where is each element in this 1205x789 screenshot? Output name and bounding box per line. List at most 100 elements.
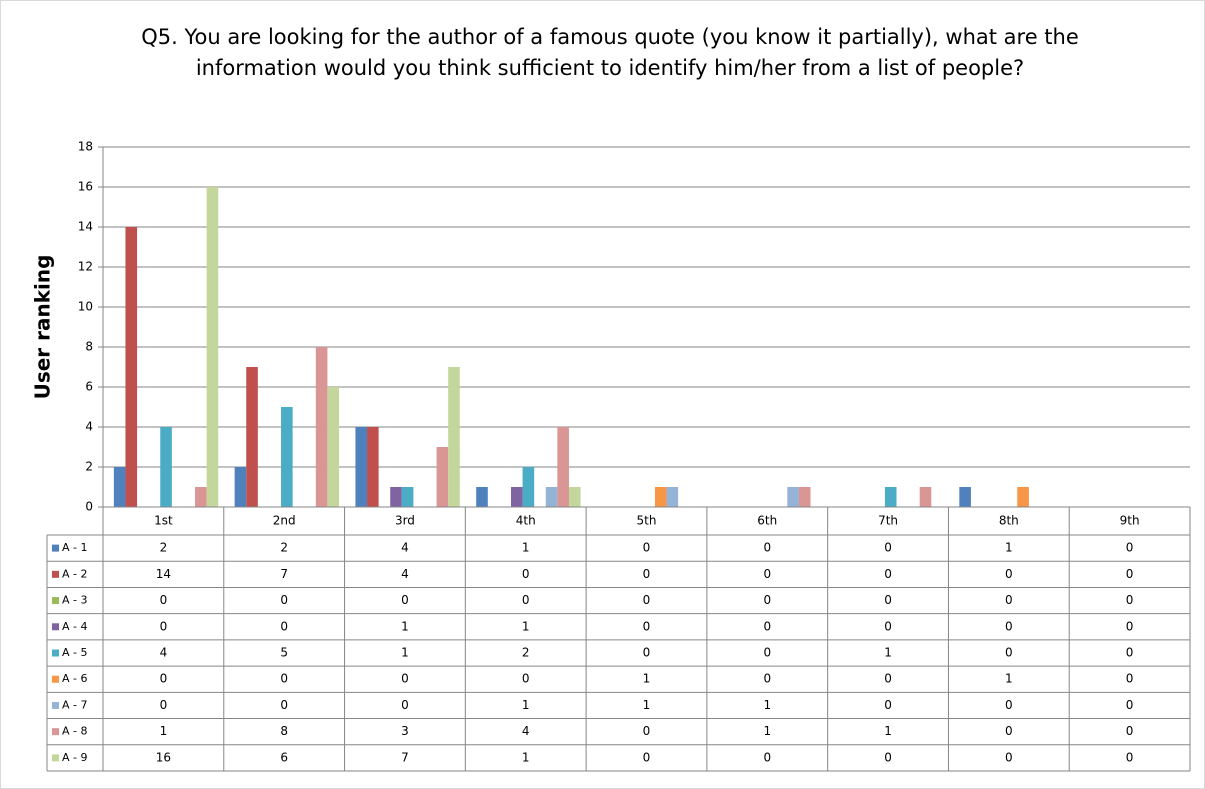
legend-key	[52, 570, 59, 578]
bar	[195, 487, 207, 507]
table-value: 2	[280, 541, 288, 555]
y-tick-label: 4	[85, 420, 93, 434]
bar	[113, 467, 126, 507]
table-value: 4	[522, 724, 530, 738]
table-value: 2	[160, 541, 168, 555]
table-value: 0	[643, 593, 651, 607]
table-value: 1	[884, 724, 892, 738]
table-value: 8	[280, 724, 288, 738]
table-value: 0	[1126, 619, 1134, 633]
table-value: 6	[280, 750, 288, 764]
bar	[160, 427, 172, 507]
table-value: 1	[160, 724, 168, 738]
table-value: 0	[763, 567, 771, 581]
y-axis-label: User ranking	[31, 255, 55, 400]
table-value: 0	[160, 698, 168, 712]
x-tick-label: 6th	[757, 514, 777, 528]
bar	[884, 487, 897, 507]
y-tick-label: 14	[78, 220, 93, 234]
table-value: 0	[522, 672, 530, 686]
table-value: 1	[522, 698, 530, 712]
legend-label: A - 2	[62, 567, 88, 580]
bar	[557, 427, 569, 507]
bar	[390, 487, 402, 507]
table-value: 0	[884, 750, 892, 764]
bar	[545, 487, 558, 507]
table-value: 7	[280, 567, 288, 581]
table-value: 0	[1005, 567, 1013, 581]
x-tick-label: 8th	[999, 514, 1019, 528]
y-tick-label: 10	[78, 300, 93, 314]
legend-label: A - 9	[62, 751, 88, 764]
table-value: 0	[884, 541, 892, 555]
legend-label: A - 5	[62, 646, 88, 659]
bar	[436, 447, 449, 507]
legend-label: A - 3	[62, 594, 88, 607]
table-value: 0	[1005, 724, 1013, 738]
legend-key	[52, 649, 59, 657]
bar	[206, 187, 219, 507]
legend-key	[52, 675, 59, 683]
table-value: 0	[280, 672, 288, 686]
y-tick-label: 0	[85, 500, 93, 514]
table-value: 0	[1005, 698, 1013, 712]
bar	[510, 487, 523, 507]
table-value: 0	[1126, 698, 1134, 712]
table-value: 0	[1126, 750, 1134, 764]
bar	[315, 347, 328, 507]
table-value: 1	[643, 672, 651, 686]
y-tick-label: 18	[78, 140, 93, 154]
table-value: 1	[1005, 541, 1013, 555]
legend-label: A - 7	[62, 698, 88, 711]
table-value: 0	[401, 698, 409, 712]
x-tick-label: 2nd	[273, 514, 296, 528]
table-value: 1	[763, 724, 771, 738]
table-value: 0	[1126, 541, 1134, 555]
table-value: 0	[1126, 646, 1134, 660]
legend-label: A - 1	[62, 541, 88, 554]
bar	[281, 407, 293, 507]
table-value: 0	[160, 619, 168, 633]
x-tick-label: 4th	[516, 514, 536, 528]
legend-key	[52, 728, 59, 736]
x-tick-label: 5th	[637, 514, 657, 528]
legend-key	[52, 701, 59, 709]
y-tick-label: 6	[85, 380, 93, 394]
y-tick-label: 8	[85, 340, 93, 354]
bar	[787, 487, 799, 507]
y-tick-label: 12	[78, 260, 93, 274]
table-value: 1	[884, 646, 892, 660]
legend-key	[52, 754, 59, 762]
table-value: 0	[1126, 567, 1134, 581]
table-value: 16	[156, 750, 171, 764]
table-value: 0	[522, 567, 530, 581]
bar	[401, 487, 414, 507]
y-tick-label: 16	[78, 180, 93, 194]
table-value: 0	[763, 541, 771, 555]
table-value: 2	[522, 646, 530, 660]
table-value: 0	[1126, 724, 1134, 738]
table-value: 1	[1005, 672, 1013, 686]
table-value: 0	[643, 619, 651, 633]
table-value: 0	[643, 567, 651, 581]
bar	[367, 427, 379, 507]
table-value: 0	[1005, 619, 1013, 633]
table-value: 1	[401, 646, 409, 660]
bar	[246, 367, 258, 507]
table-value: 0	[763, 619, 771, 633]
table-value: 0	[1126, 672, 1134, 686]
legend-key	[52, 544, 59, 552]
bar	[666, 487, 679, 507]
bar	[654, 487, 667, 507]
table-value: 4	[401, 541, 409, 555]
chart-title: Q5. You are looking for the author of a …	[141, 25, 1079, 80]
table-value: 0	[1005, 750, 1013, 764]
table-value: 1	[763, 698, 771, 712]
bar	[355, 427, 368, 507]
bar	[568, 487, 581, 507]
legend-key	[52, 623, 59, 631]
table-value: 0	[1005, 646, 1013, 660]
table-value: 0	[643, 724, 651, 738]
